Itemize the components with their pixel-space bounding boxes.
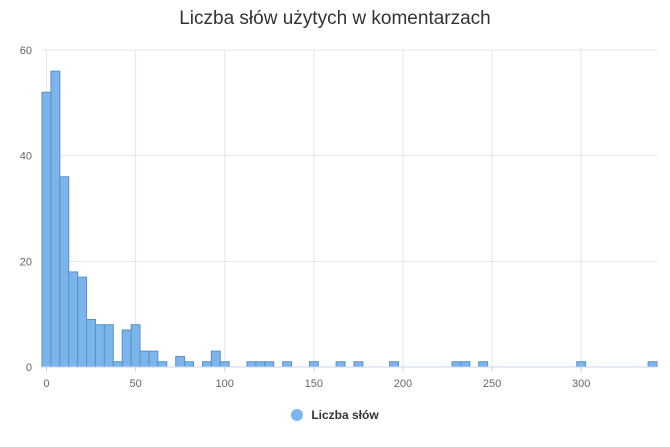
y-tick-label: 40 [20,151,32,163]
histogram-bar[interactable] [77,276,88,368]
histogram-bar[interactable] [184,361,195,368]
x-tick-label: 50 [129,378,141,390]
x-tick-label: 0 [43,378,49,390]
histogram-bar[interactable] [86,318,96,368]
histogram-bar[interactable] [576,361,587,368]
x-tick-label: 100 [216,378,234,390]
legend[interactable]: Liczba słów [0,408,670,422]
histogram-bar[interactable] [219,361,230,368]
y-tick-label: 60 [20,45,32,57]
histogram-bar[interactable] [451,361,462,368]
histogram-bar[interactable] [264,361,275,368]
histogram-bar[interactable] [68,271,79,368]
x-tick-label: 200 [394,378,412,390]
histogram-bar[interactable] [139,350,150,368]
histogram-bar[interactable] [353,361,364,368]
chart-title: Liczba słów użytych w komentarzach [179,8,491,29]
histogram-bar[interactable] [246,361,257,368]
legend-label: Liczba słów [311,408,379,422]
histogram-bar[interactable] [282,361,293,368]
grid-layer [42,49,657,368]
histogram-bar[interactable] [647,361,658,368]
histogram-bar[interactable] [94,324,105,368]
histogram-bar[interactable] [112,361,123,368]
histogram-bar[interactable] [389,361,400,368]
x-tick-label: 150 [305,378,323,390]
histogram-bar[interactable] [148,350,159,368]
histogram-bar[interactable] [255,361,266,368]
histogram-bar[interactable] [130,324,141,368]
bar-layer [41,70,658,368]
y-tick-label: 0 [26,362,32,374]
x-tick-label: 300 [572,378,590,390]
y-tick-label: 20 [20,256,32,268]
axis-layer: 0 20 40 60 0 50 100 150 200 250 300 [20,45,657,390]
histogram-bar[interactable] [59,176,70,368]
legend-marker-icon [291,409,304,421]
histogram-bar[interactable] [478,361,489,368]
histogram-bar[interactable] [308,361,319,368]
histogram-bar[interactable] [201,361,212,368]
histogram-bar[interactable] [50,70,61,368]
x-tick-label: 250 [483,378,501,390]
histogram-bar[interactable] [157,361,168,368]
histogram-bar[interactable] [460,361,471,368]
histogram-bar[interactable] [335,361,346,368]
histogram-bar[interactable] [41,91,52,368]
histogram-bar[interactable] [103,324,114,368]
histogram-bar[interactable] [121,329,132,368]
histogram-bar[interactable] [210,350,221,368]
histogram-bar[interactable] [175,355,186,368]
